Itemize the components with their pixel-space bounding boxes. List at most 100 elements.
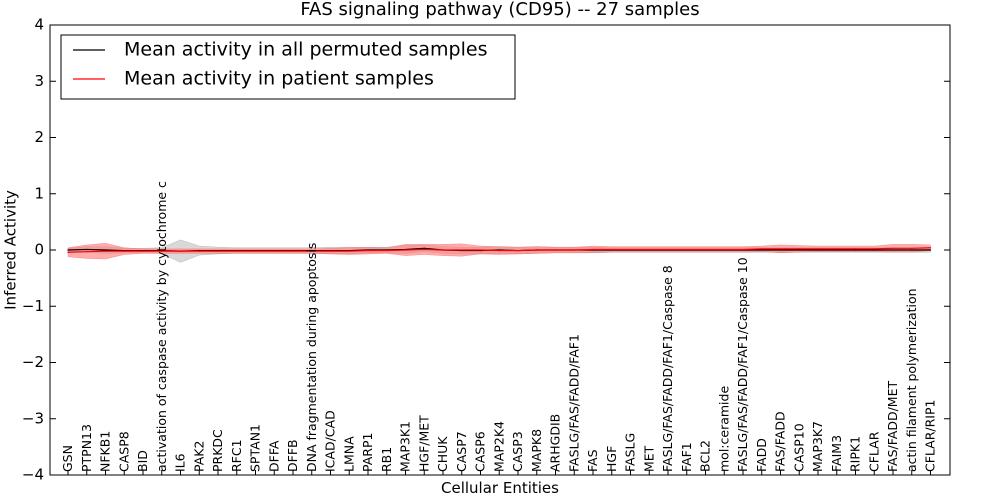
data-point-patient bbox=[161, 250, 163, 252]
data-point-patient bbox=[236, 250, 238, 252]
y-tick-label: −4 bbox=[22, 466, 44, 484]
y-tick-label: 3 bbox=[34, 72, 44, 90]
x-category-label: NFKB1 bbox=[98, 431, 113, 472]
data-point-patient bbox=[179, 250, 182, 252]
data-point-permuted bbox=[929, 249, 932, 251]
data-point-patient bbox=[217, 250, 219, 252]
data-point-patient bbox=[836, 248, 838, 250]
data-point-patient bbox=[86, 251, 88, 253]
x-category-label: FASLG/FAS/FADD/FAF1/Caspase 10 bbox=[735, 257, 750, 472]
x-category-label: PRKDC bbox=[210, 429, 225, 472]
data-point-permuted bbox=[779, 249, 782, 251]
x-category-label: SPTAN1 bbox=[248, 424, 263, 472]
y-axis-ticks: −4 −3 −2 −1 0 1 2 3 4 bbox=[22, 16, 950, 484]
data-point-permuted bbox=[817, 249, 819, 251]
x-category-label: FASLG/FAS/FADD/FAF1/Caspase 8 bbox=[660, 265, 675, 472]
x-category-label: FAIM3 bbox=[829, 435, 844, 472]
data-point-patient bbox=[198, 250, 200, 252]
data-point-patient bbox=[292, 250, 294, 252]
data-point-permuted bbox=[854, 249, 857, 251]
data-point-patient bbox=[367, 249, 369, 252]
data-point-patient bbox=[798, 248, 800, 250]
x-category-label: CASP6 bbox=[473, 431, 488, 472]
data-point-patient bbox=[704, 248, 707, 251]
x-category-label: LMNA bbox=[341, 436, 356, 472]
x-category-label: activation of caspase activity by cytoch… bbox=[154, 181, 169, 472]
data-point-patient bbox=[929, 247, 932, 249]
data-point-patient bbox=[273, 250, 275, 252]
data-point-permuted bbox=[86, 248, 88, 251]
data-point-patient bbox=[667, 248, 669, 251]
x-category-label: HGF bbox=[604, 446, 619, 472]
y-tick-label: −2 bbox=[22, 353, 44, 371]
data-point-patient bbox=[892, 247, 894, 249]
y-tick-label: 2 bbox=[34, 128, 44, 146]
data-point-patient bbox=[461, 249, 463, 251]
data-point-patient bbox=[386, 249, 388, 252]
x-category-label: RIPK1 bbox=[848, 436, 863, 472]
data-point-patient bbox=[536, 249, 538, 251]
x-category-label: PARP1 bbox=[360, 433, 375, 472]
data-point-permuted bbox=[798, 249, 800, 251]
x-category-label: FASLG bbox=[623, 433, 638, 472]
data-point-permuted bbox=[911, 249, 913, 251]
data-point-patient bbox=[686, 248, 688, 251]
data-point-patient bbox=[873, 248, 875, 250]
x-category-label: FAS bbox=[585, 449, 600, 472]
data-point-patient bbox=[629, 248, 632, 251]
y-tick-label: 4 bbox=[34, 16, 44, 34]
x-category-label: BCL2 bbox=[698, 440, 713, 472]
data-point-patient bbox=[611, 248, 613, 251]
x-category-label: actin filament polymerization bbox=[904, 288, 919, 472]
data-point-patient bbox=[648, 248, 650, 251]
data-point-patient bbox=[817, 248, 819, 250]
legend-label-permuted: Mean activity in all permuted samples bbox=[124, 39, 487, 61]
x-category-label: CASP10 bbox=[791, 423, 806, 472]
data-point-permuted bbox=[104, 249, 107, 251]
x-category-label: FAF1 bbox=[679, 442, 694, 472]
chart-title: FAS signaling pathway (CD95) -- 27 sampl… bbox=[300, 0, 699, 20]
x-category-label: PTPN13 bbox=[79, 424, 94, 472]
y-tick-label: 1 bbox=[34, 184, 44, 202]
x-category-label: RB1 bbox=[379, 447, 394, 472]
x-category-label: CASP8 bbox=[116, 431, 131, 472]
data-point-patient bbox=[761, 248, 763, 250]
x-category-label: mol:ceramide bbox=[716, 386, 731, 472]
data-point-patient bbox=[479, 249, 482, 251]
x-category-label: FADD bbox=[754, 438, 769, 472]
data-point-patient bbox=[442, 249, 444, 251]
x-category-label: FAS/FADD/MET bbox=[885, 381, 900, 472]
x-category-label: DFFB bbox=[285, 439, 300, 472]
y-axis-label: Inferred Activity bbox=[2, 190, 20, 310]
data-point-patient bbox=[517, 249, 519, 252]
data-point-permuted bbox=[873, 249, 875, 251]
data-point-patient bbox=[911, 247, 913, 249]
data-point-patient bbox=[404, 249, 407, 251]
data-point-patient bbox=[254, 250, 257, 252]
x-category-label: CFLAR/RIP1 bbox=[923, 400, 938, 472]
x-category-labels: GSN PTPN13 NFKB1 CASP8 BID activation of casp… bbox=[60, 181, 938, 475]
data-point-patient bbox=[142, 250, 144, 252]
legend: Mean activity in all permuted samples Me… bbox=[60, 34, 516, 100]
data-point-patient bbox=[311, 250, 313, 252]
x-category-label: CFLAR bbox=[866, 431, 881, 472]
x-category-label: CASP7 bbox=[454, 431, 469, 472]
x-category-label: DNA fragmentation during apoptosis bbox=[304, 243, 319, 472]
x-category-label: MAPK8 bbox=[529, 429, 544, 472]
data-point-permuted bbox=[892, 249, 894, 251]
x-category-label: ICAD/CAD bbox=[323, 410, 338, 472]
x-category-label: CASP3 bbox=[510, 431, 525, 472]
data-point-permuted bbox=[423, 247, 425, 249]
data-point-patient bbox=[123, 250, 125, 252]
x-category-label: IL6 bbox=[173, 453, 188, 472]
x-category-label: MAP3K1 bbox=[398, 421, 413, 472]
data-point-permuted bbox=[761, 249, 763, 251]
data-point-patient bbox=[423, 248, 425, 251]
x-category-label: MET bbox=[641, 445, 656, 472]
data-point-patient bbox=[104, 250, 107, 252]
data-point-patient bbox=[742, 248, 744, 251]
data-point-patient bbox=[348, 250, 350, 252]
data-point-patient bbox=[67, 251, 69, 253]
legend-box bbox=[60, 34, 516, 100]
data-point-patient bbox=[592, 248, 594, 251]
